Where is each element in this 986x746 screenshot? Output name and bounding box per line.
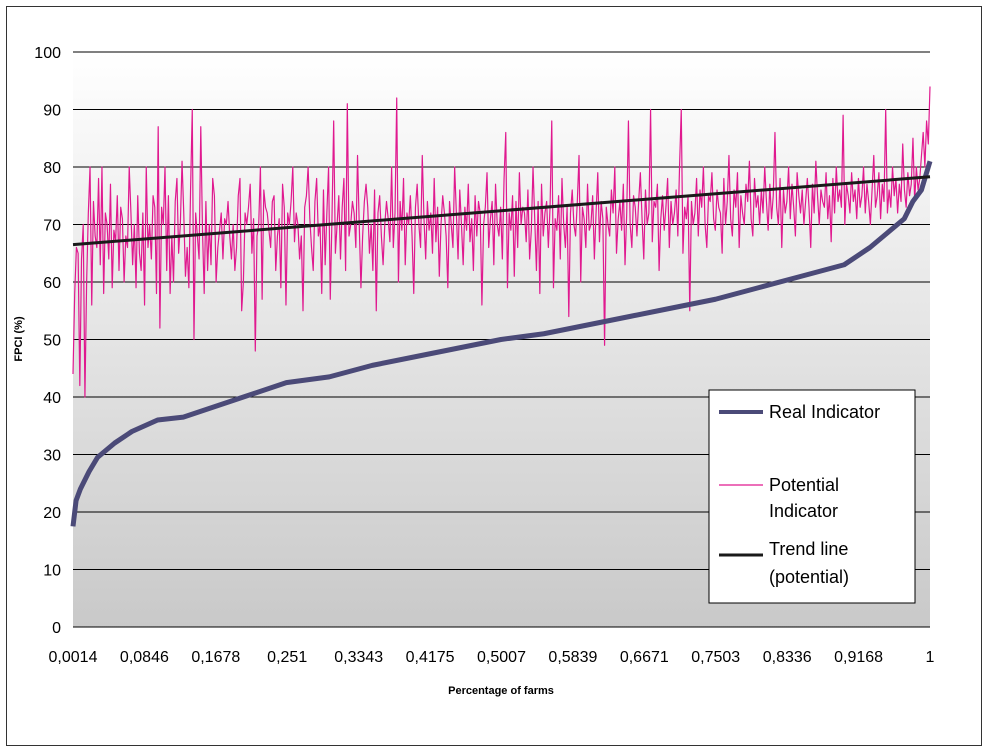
legend-label-trend: Trend line (potential) [769,539,849,587]
x-tick-label: 0,1678 [191,649,240,666]
y-tick-label: 80 [43,160,61,177]
legend-label-potential: Potential Indicator [769,475,839,521]
x-axis-label: Percentage of farms [448,685,554,697]
series-line-real [70,160,933,527]
x-axis-ticks: 0,0014 0,0846 0,1678 0,251 0,3343 0,4175 0,500… [49,649,935,666]
series-line-trend [72,175,931,247]
y-tick-label: 90 [43,103,61,120]
y-axis-ticks: 0 10 20 30 40 50 60 70 80 90 100 [34,45,61,637]
x-tick-label: 1 [926,649,935,666]
x-tick-label: 0,5839 [548,649,597,666]
x-tick-label: 0,5007 [477,649,526,666]
series-line-potential [72,86,931,398]
y-tick-label: 10 [43,563,61,580]
y-tick-label: 100 [34,45,61,62]
y-tick-label: 70 [43,218,61,235]
y-tick-label: 60 [43,275,61,292]
legend-box [708,389,916,604]
x-tick-label: 0,251 [267,649,307,666]
y-tick-label: 30 [43,448,61,465]
legend: Real Indicator Potential Indicator Trend … [708,389,916,604]
x-tick-label: 0,8336 [763,649,812,666]
series-layer [70,86,933,527]
y-tick-label: 0 [52,620,61,637]
x-tick-label: 0,0014 [49,649,98,666]
x-tick-label: 0,0846 [120,649,169,666]
y-tick-label: 40 [43,390,61,407]
y-tick-label: 50 [43,333,61,350]
x-tick-label: 0,6671 [620,649,669,666]
x-tick-label: 0,7503 [691,649,740,666]
y-tick-label: 20 [43,505,61,522]
legend-label-real: Real Indicator [769,402,880,422]
x-tick-label: 0,3343 [334,649,383,666]
y-axis-label: FPCI (%) [13,316,25,362]
x-tick-label: 0,9168 [834,649,883,666]
x-tick-label: 0,4175 [406,649,455,666]
